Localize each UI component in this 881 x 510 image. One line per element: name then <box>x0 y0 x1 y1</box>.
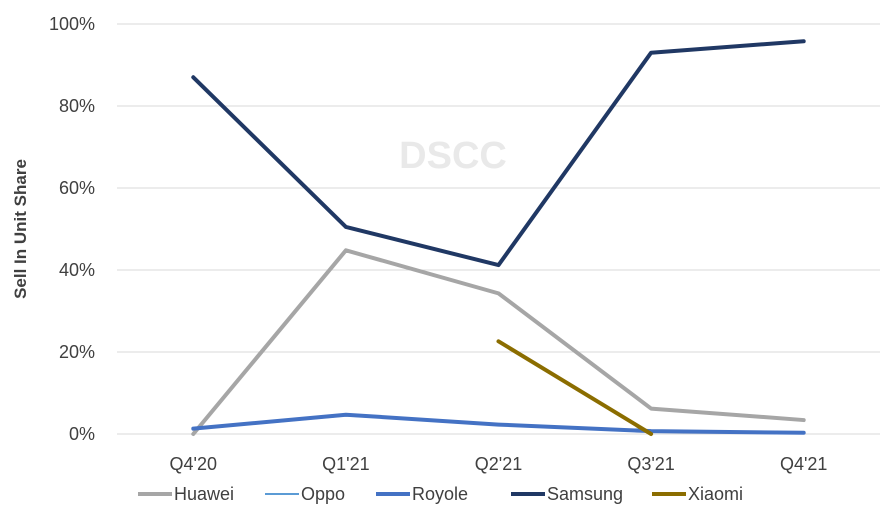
y-axis-ticks: 0% 20% 40% 60% 80% 100% <box>49 14 95 444</box>
y-tick-label: 20% <box>59 342 95 362</box>
gridlines <box>117 23 880 353</box>
x-tick-label: Q3'21 <box>627 454 674 474</box>
series-line-huawei <box>191 248 806 436</box>
y-tick-label: 0% <box>69 424 95 444</box>
legend-label-royole: Royole <box>412 484 468 504</box>
legend: Huawei Oppo Royole Samsung Xiaomi <box>138 484 743 504</box>
y-tick-label: 40% <box>59 260 95 280</box>
series-line-xiaomi <box>496 339 654 436</box>
watermark: DSCC <box>399 135 507 177</box>
x-tick-label: Q1'21 <box>322 454 369 474</box>
legend-label-xiaomi: Xiaomi <box>688 484 743 504</box>
x-tick-label: Q4'21 <box>780 454 827 474</box>
legend-label-huawei: Huawei <box>174 484 234 504</box>
y-tick-label: 60% <box>59 178 95 198</box>
y-tick-label: 80% <box>59 96 95 116</box>
x-tick-label: Q2'21 <box>475 454 522 474</box>
series-lines <box>191 39 806 436</box>
y-axis-label: Sell In Unit Share <box>11 159 30 299</box>
series-line-samsung <box>191 39 806 268</box>
legend-label-oppo: Oppo <box>301 484 345 504</box>
x-tick-label: Q4'20 <box>170 454 217 474</box>
series-line-royole <box>191 412 806 435</box>
x-axis-ticks: Q4'20 Q1'21 Q2'21 Q3'21 Q4'21 <box>170 454 828 474</box>
legend-label-samsung: Samsung <box>547 484 623 504</box>
y-tick-label: 100% <box>49 14 95 34</box>
